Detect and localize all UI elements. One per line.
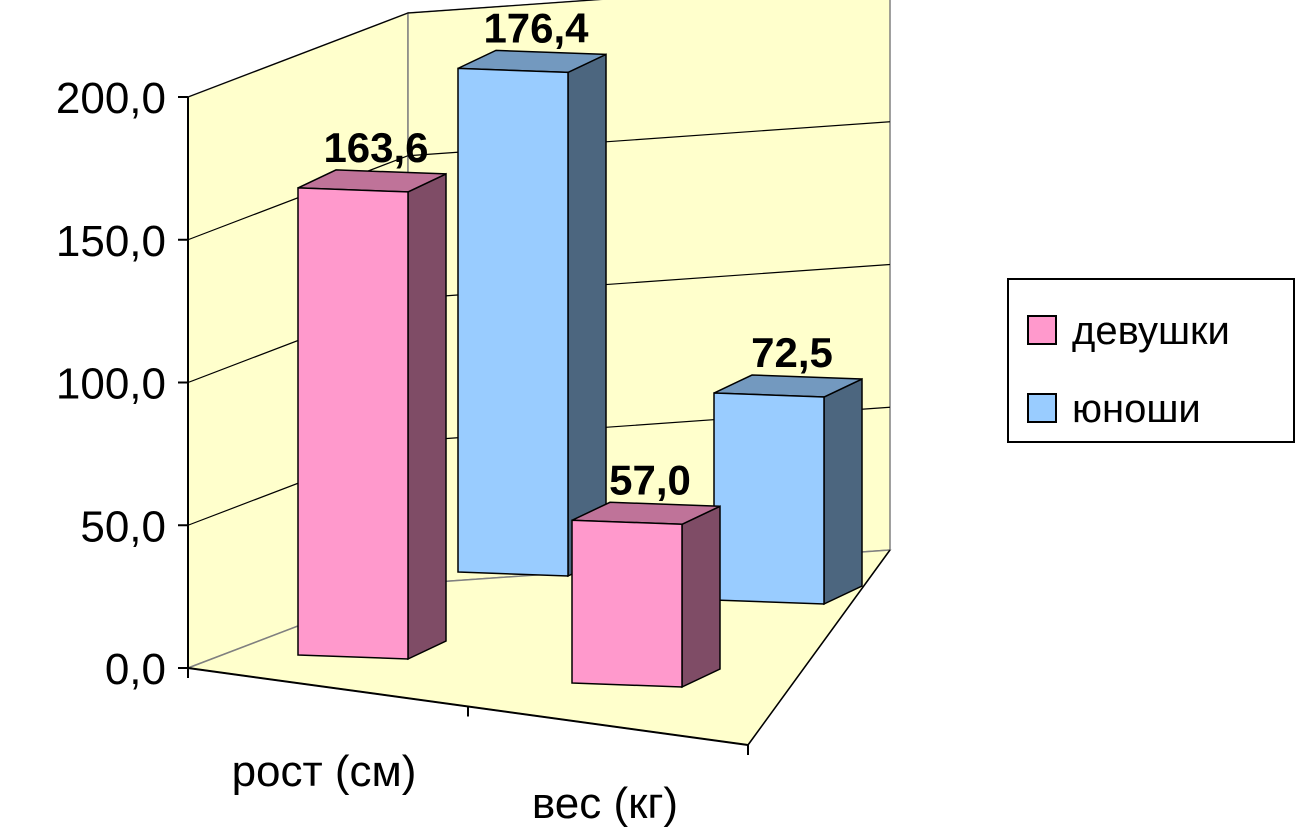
- bar-boys-weight: [713, 392, 825, 605]
- data-label: 57,0: [609, 456, 691, 503]
- category-label: вес (кг): [532, 779, 678, 828]
- gridline: [187, 121, 891, 241]
- legend-label: девушки: [1072, 309, 1230, 353]
- bar-boys-weight-side: [823, 377, 863, 606]
- bar-girls-height: [297, 187, 409, 660]
- y-tick-label: 50,0: [80, 502, 166, 551]
- bar-girls-weight: [571, 519, 683, 688]
- bars: [297, 49, 863, 689]
- legend: девушки юноши: [1007, 278, 1295, 443]
- data-label: 163,6: [323, 124, 428, 171]
- axes: [178, 96, 891, 755]
- category-label: рост (см): [232, 747, 417, 796]
- legend-swatch: [1027, 315, 1057, 345]
- y-tick-label: 200,0: [56, 74, 166, 123]
- legend-label: юноши: [1072, 387, 1201, 431]
- depth-axis-line: [747, 549, 891, 746]
- bar-boys-height: [457, 67, 569, 577]
- gridline: [187, 0, 601, 98]
- data-label: 176,4: [483, 4, 589, 51]
- bar-boys-height-side: [567, 53, 607, 578]
- y-tick-label: 150,0: [56, 217, 166, 266]
- bar-girls-weight-side: [681, 505, 721, 689]
- y-tick-labels: 0,0 50,0 100,0 150,0 200,0: [56, 74, 166, 694]
- data-label: 72,5: [751, 329, 833, 376]
- y-tick-label: 100,0: [56, 360, 166, 409]
- category-labels: рост (см) вес (кг): [232, 747, 679, 828]
- bar-girls-height-side: [407, 172, 447, 661]
- data-labels: 176,4 163,6 72,5 57,0: [323, 4, 832, 503]
- y-tick-label: 0,0: [105, 645, 166, 694]
- legend-swatch: [1027, 393, 1057, 423]
